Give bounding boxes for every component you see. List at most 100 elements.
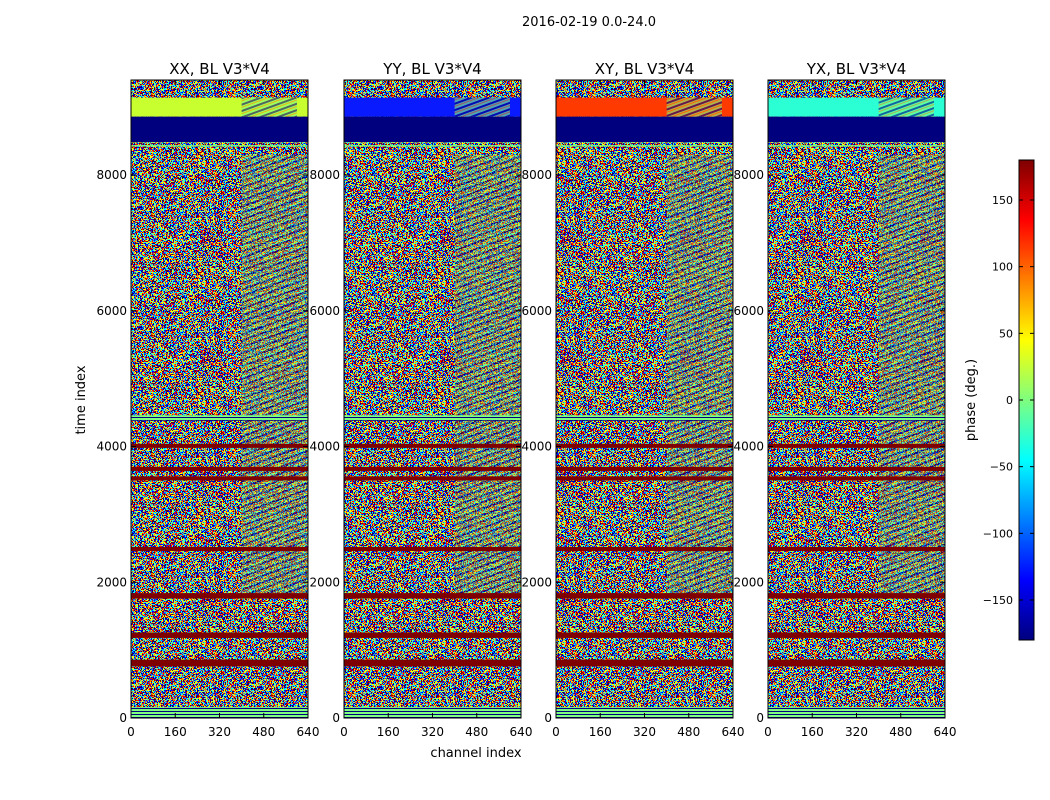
top-band-fringes [241,97,297,117]
x-tick-label: 0 [127,725,135,739]
flag-band [768,145,945,147]
colorbar-tick-label: 150 [992,194,1013,207]
x-tick-label: 640 [510,725,533,739]
flag-band [344,415,521,421]
flag-band [344,466,521,471]
x-tick-label: 480 [889,725,912,739]
fringe-region [241,154,308,596]
y-tick-label: 6000 [733,304,764,318]
flag-band [556,707,733,718]
flag-band [131,145,308,147]
colorbar-label: phase (deg.) [964,359,979,441]
flag-band [556,145,733,147]
colorbar: −150 −100 −50 0 50 100 150 [983,159,1035,641]
y-tick-label: 6000 [309,304,340,318]
x-tick-label: 640 [722,725,745,739]
y-tick-label: 8000 [96,168,127,182]
colorbar-tick-label: −100 [983,527,1013,540]
y-tick-label: 6000 [96,304,127,318]
panel-title: YX, BL V3*V4 [806,60,907,78]
flag-band [556,546,733,552]
flag-band [131,466,308,471]
flag-band [768,659,945,667]
panel-title: XY, BL V3*V4 [595,60,695,78]
y-tick-label: 6000 [521,304,552,318]
flag-band [344,443,521,448]
flag-band [131,593,308,599]
top-band [131,116,308,142]
panels-group: XX, BL V3*V4 0 160 320 480 640 0 2000 4000 6000 80… [96,60,956,739]
x-tick-label: 0 [552,725,560,739]
y-tick-label: 0 [756,711,764,725]
top-band [556,116,733,142]
fringe-region [454,154,521,596]
heatmap-panel: YY, BL V3*V4 0 160 320 480 640 0 2000 4000 6000 80… [309,60,532,739]
fringe-region [666,154,733,596]
flag-band [131,546,308,552]
colorbar-tick-label: −50 [990,461,1013,474]
colorbar-tick-label: 50 [999,327,1013,340]
flag-band [768,415,945,421]
y-tick-label: 8000 [733,168,764,182]
panel-title: YY, BL V3*V4 [382,60,481,78]
heatmap-panel: XX, BL V3*V4 0 160 320 480 640 0 2000 4000 6000 80… [96,60,319,739]
y-tick-label: 2000 [521,575,552,589]
y-tick-label: 4000 [309,440,340,454]
x-tick-label: 640 [934,725,957,739]
y-tick-label: 8000 [521,168,552,182]
heatmap-panel: XY, BL V3*V4 0 160 320 480 640 0 2000 4000 6000 80… [521,60,744,739]
panel-title: XX, BL V3*V4 [169,60,270,78]
x-tick-label: 0 [764,725,772,739]
x-tick-label: 160 [589,725,612,739]
flag-band [344,659,521,667]
fringe-region [878,154,945,596]
flag-band [556,443,733,448]
top-band-fringes [878,97,934,117]
flag-band [768,707,945,718]
flag-band [768,443,945,448]
y-tick-label: 4000 [521,440,552,454]
flag-band [556,632,733,638]
flag-band [344,632,521,638]
x-tick-label: 320 [208,725,231,739]
colorbar-tick-label: 100 [992,261,1013,274]
figure-suptitle: 2016-02-19 0.0-24.0 [522,15,656,30]
flag-band [344,546,521,552]
top-band [344,116,521,142]
y-tick-label: 0 [119,711,127,725]
flag-band [344,476,521,481]
x-tick-label: 640 [297,725,320,739]
flag-band [556,476,733,481]
x-tick-label: 480 [465,725,488,739]
flag-band [556,415,733,421]
x-axis-label: channel index [430,746,521,761]
flag-band [556,466,733,471]
y-axis-label: time index [74,365,89,434]
x-tick-label: 320 [845,725,868,739]
flag-band [768,466,945,471]
flag-band [556,659,733,667]
x-tick-label: 0 [340,725,348,739]
y-tick-label: 2000 [309,575,340,589]
y-tick-label: 2000 [96,575,127,589]
colorbar-tick-label: −150 [983,594,1013,607]
flag-band [131,659,308,667]
top-band-fringes [454,97,510,117]
flag-band [131,707,308,718]
flag-band [768,632,945,638]
flag-band [344,145,521,147]
flag-band [131,632,308,638]
flag-band [131,443,308,448]
y-tick-label: 4000 [733,440,764,454]
x-tick-label: 320 [421,725,444,739]
y-tick-label: 2000 [733,575,764,589]
y-tick-label: 4000 [96,440,127,454]
flag-band [768,546,945,552]
flag-band [768,476,945,481]
x-tick-label: 480 [677,725,700,739]
flag-band [556,593,733,599]
flag-band [131,476,308,481]
x-tick-label: 320 [633,725,656,739]
colorbar-tick-label: 0 [1006,394,1013,407]
y-tick-label: 8000 [309,168,340,182]
